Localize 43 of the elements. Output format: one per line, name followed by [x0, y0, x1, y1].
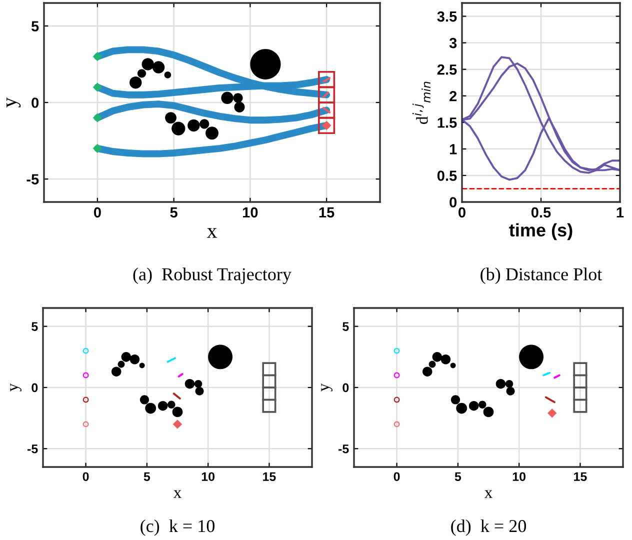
- x-axis-title: x: [484, 490, 492, 498]
- y-tick-label: 2: [450, 90, 457, 102]
- x-tick-label: 15: [263, 472, 276, 482]
- text: (b) Distance Plot: [480, 268, 602, 284]
- x-tick-label: 0.5: [531, 207, 551, 218]
- y-tick-label: 3.5: [437, 11, 457, 22]
- y-tick-label: 2.5: [437, 64, 457, 75]
- y-tick-label: -5: [26, 174, 39, 184]
- x-tick-label: 0: [394, 472, 400, 482]
- x-axis-title: x: [173, 490, 182, 498]
- text: (c) k = 10: [140, 519, 214, 536]
- text: (a) Robust Trajectory: [133, 268, 292, 284]
- y-tick-label: -5: [28, 444, 38, 454]
- y-tick-label: 1.5: [438, 118, 457, 128]
- y-tick-label: 0: [32, 383, 38, 392]
- y-tick-label: 0: [342, 383, 349, 392]
- x-tick-label: 10: [512, 472, 526, 482]
- y-tick-label: 3: [449, 38, 457, 48]
- y-tick-label: 0: [450, 197, 457, 208]
- y-axis-title: y: [6, 97, 21, 108]
- x-tick-label: 1: [616, 207, 624, 218]
- y-tick-label: 0: [32, 98, 39, 108]
- y-tick-label: -5: [338, 444, 349, 454]
- y-tick-label: 5: [31, 21, 39, 32]
- x-tick-label: 0: [94, 207, 101, 218]
- x-axis-title: x: [206, 228, 217, 238]
- x-tick-label: 0: [82, 472, 89, 482]
- y-axis-title: y: [321, 383, 332, 392]
- y-tick-label: 5: [342, 322, 349, 331]
- y-tick-label: 5: [32, 322, 38, 331]
- x-tick-label: 15: [319, 207, 334, 218]
- y-tick-label: 1: [450, 144, 457, 154]
- x-tick-label: 10: [242, 207, 258, 218]
- y-tick-label: 0.5: [437, 170, 457, 181]
- x-tick-label: 15: [574, 472, 587, 482]
- x-tick-label: 5: [144, 472, 150, 482]
- x-tick-label: 10: [202, 472, 215, 482]
- text: (d) k = 20: [451, 519, 526, 536]
- x-axis-title: time (s): [509, 223, 572, 240]
- y-axis-title: y: [10, 383, 22, 392]
- y-axis-title: d$^{i,j}$$_{min}$: [412, 82, 430, 124]
- x-tick-label: 5: [170, 207, 178, 218]
- x-tick-label: 0: [458, 207, 466, 218]
